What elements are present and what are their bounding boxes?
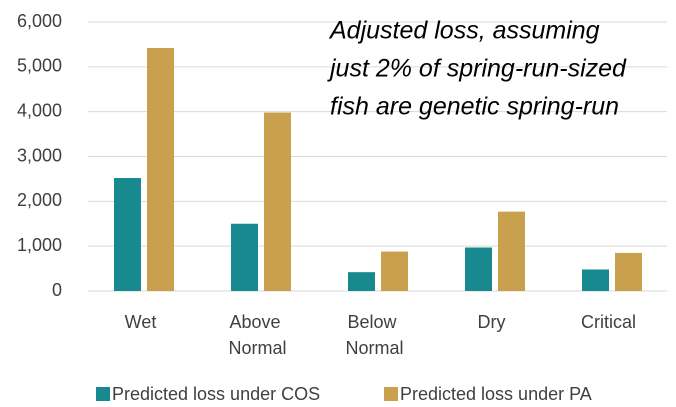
x-tick-line: Normal — [345, 338, 403, 358]
y-tick-label: 1,000 — [17, 235, 62, 255]
y-tick-label: 5,000 — [17, 56, 62, 76]
x-tick-label: Dry — [478, 312, 506, 332]
y-tick-label: 0 — [52, 280, 62, 300]
bar — [582, 269, 609, 291]
annotation: fish are genetic spring-run — [330, 93, 619, 121]
annotation: just 2% of spring-run-sized — [327, 55, 627, 83]
legend-swatch — [384, 387, 398, 401]
x-tick-label: Wet — [125, 312, 157, 332]
legend-label: Predicted loss under COS — [112, 384, 320, 404]
legend-swatch — [96, 387, 110, 401]
y-tick-label: 4,000 — [17, 100, 62, 120]
x-tick-line: Below — [347, 312, 401, 332]
x-tick-line: Normal — [228, 338, 286, 358]
bar — [348, 272, 375, 291]
bar — [498, 211, 525, 291]
x-tick-label: Above Normal — [228, 312, 286, 358]
bar — [615, 252, 642, 291]
bar — [114, 178, 141, 291]
x-tick-label: Critical — [581, 312, 636, 332]
bar — [381, 251, 408, 291]
annotation: Adjusted loss, assuming — [328, 17, 600, 45]
y-tick-label: 3,000 — [17, 145, 62, 165]
bar — [231, 223, 258, 291]
x-tick-label: Below Normal — [345, 312, 403, 358]
y-tick-label: 6,000 — [17, 11, 62, 31]
x-tick-line: Above — [229, 312, 285, 332]
x-tick-line: Critical — [581, 312, 636, 332]
bar — [147, 48, 174, 292]
x-tick-line: Dry — [478, 312, 506, 332]
bar — [264, 112, 291, 292]
bar — [465, 247, 492, 291]
y-tick-label: 2,000 — [17, 190, 62, 210]
x-tick-line: Wet — [125, 312, 157, 332]
legend-label: Predicted loss under PA — [400, 384, 592, 404]
